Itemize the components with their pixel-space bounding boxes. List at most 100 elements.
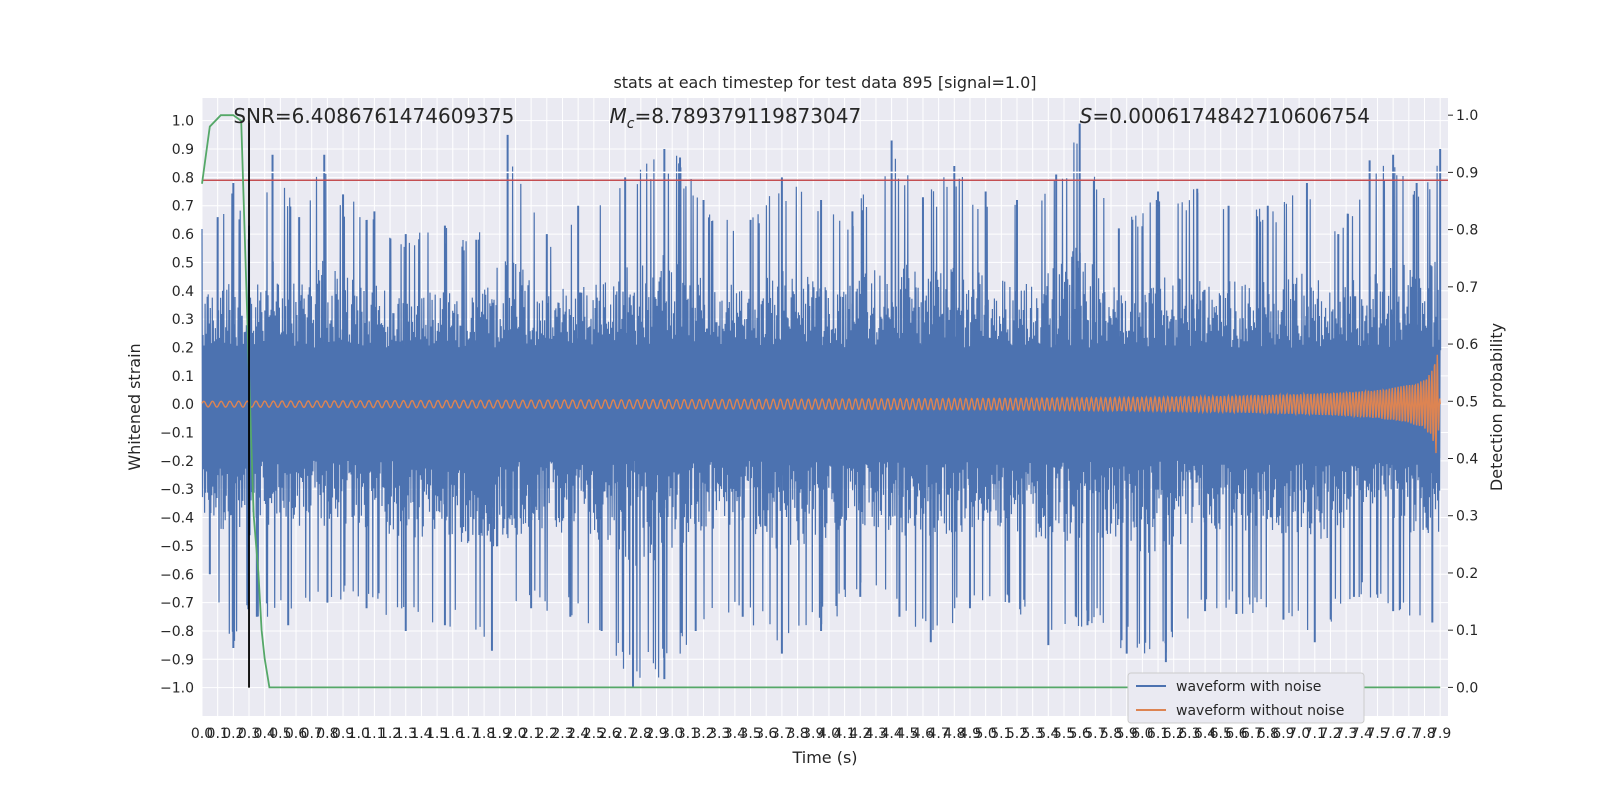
- x-tick-label: 2.8: [630, 726, 652, 742]
- y-tick-label-left: −0.2: [160, 454, 194, 470]
- x-tick-label: 5.2: [1006, 726, 1028, 742]
- y-tick-label-left: −0.3: [160, 482, 194, 498]
- x-tick-label: 0.6: [285, 726, 307, 742]
- x-tick-label: 4.9: [959, 726, 981, 742]
- x-tick-label: 3.3: [708, 726, 730, 742]
- x-tick-label: 5.6: [1069, 726, 1091, 742]
- y-tick-label-right: 0.7: [1456, 280, 1478, 296]
- x-tick-label: 6.5: [1210, 726, 1232, 742]
- y-tick-label-right: 0.9: [1456, 165, 1478, 181]
- clean-trace: [201, 354, 1441, 454]
- y-tick-label-left: 0.4: [172, 284, 194, 300]
- annotation-text: Mc=8.789379119873047: [609, 104, 861, 132]
- x-tick-label: 2.3: [551, 726, 573, 742]
- x-tick-label: 7.2: [1319, 726, 1341, 742]
- y-tick-label-left: 0.8: [172, 170, 194, 186]
- y-tick-label-left: 0.0: [172, 397, 194, 413]
- x-tick-labels: 0.00.10.20.30.40.50.60.70.80.91.01.11.21…: [191, 726, 1451, 742]
- x-tick-label: 1.7: [457, 726, 479, 742]
- x-tick-label: 2.6: [598, 726, 620, 742]
- y-tick-label-right: 0.6: [1456, 337, 1478, 353]
- y-tick-label-right: 0.2: [1456, 566, 1478, 582]
- x-tick-label: 1.2: [379, 726, 401, 742]
- x-tick-label: 3.1: [677, 726, 699, 742]
- legend-label-noise: waveform with noise: [1176, 679, 1321, 695]
- probability-line: [201, 114, 1441, 689]
- x-tick-label: 1.9: [489, 726, 511, 742]
- annotation-text: S=0.0006174842710606754: [1080, 104, 1370, 128]
- x-tick-label: 5.5: [1053, 726, 1075, 742]
- x-tick-label: 7.7: [1398, 726, 1420, 742]
- x-tick-label: 5.0: [975, 726, 997, 742]
- x-tick-label: 6.3: [1178, 726, 1200, 742]
- x-tick-label: 6.7: [1241, 726, 1263, 742]
- x-tick-label: 0.7: [301, 726, 323, 742]
- x-tick-label: 5.4: [1037, 726, 1059, 742]
- x-tick-label: 4.0: [818, 726, 840, 742]
- x-tick-label: 2.7: [614, 726, 636, 742]
- x-tick-label: 7.9: [1429, 726, 1451, 742]
- x-axis-label: Time (s): [791, 748, 857, 767]
- x-tick-label: 0.2: [222, 726, 244, 742]
- x-tick-label: 0.1: [207, 726, 229, 742]
- x-tick-label: 4.8: [943, 726, 965, 742]
- x-tick-label: 5.9: [1116, 726, 1138, 742]
- x-tick-label: 7.5: [1366, 726, 1388, 742]
- x-tick-label: 4.1: [833, 726, 855, 742]
- x-tick-label: 3.9: [802, 726, 824, 742]
- x-tick-label: 7.3: [1335, 726, 1357, 742]
- x-tick-label: 7.6: [1382, 726, 1404, 742]
- y-tick-label-left: 1.0: [172, 114, 194, 130]
- x-tick-label: 7.1: [1304, 726, 1326, 742]
- y-tick-label-right: 1.0: [1456, 108, 1478, 124]
- x-tick-label: 6.0: [1131, 726, 1153, 742]
- x-tick-label: 6.2: [1163, 726, 1185, 742]
- x-tick-label: 2.4: [567, 726, 589, 742]
- y-tick-label-left: −0.6: [160, 567, 194, 583]
- y-tick-label-right: 0.0: [1456, 680, 1478, 696]
- y-tick-label-left: 0.3: [172, 312, 194, 328]
- y-axis-label-right: Detection probability: [1487, 323, 1506, 491]
- reference-lines: [202, 171, 1448, 181]
- x-tick-label: 4.6: [912, 726, 934, 742]
- chart-title: stats at each timestep for test data 895…: [613, 73, 1036, 92]
- x-tick-label: 2.0: [504, 726, 526, 742]
- y-tick-label-left: 0.1: [172, 369, 194, 385]
- x-tick-label: 0.4: [254, 726, 276, 742]
- x-tick-label: 2.1: [520, 726, 542, 742]
- x-tick-label: 2.2: [536, 726, 558, 742]
- x-tick-label: 7.4: [1351, 726, 1373, 742]
- x-tick-label: 6.8: [1257, 726, 1279, 742]
- x-tick-label: 0.5: [269, 726, 291, 742]
- x-tick-label: 3.8: [786, 726, 808, 742]
- y-tick-label-left: 0.5: [172, 255, 194, 271]
- y-tick-label-right: 0.1: [1456, 623, 1478, 639]
- y-tick-label-left: 0.9: [172, 142, 194, 158]
- x-tick-label: 0.9: [332, 726, 354, 742]
- x-tick-label: 3.2: [692, 726, 714, 742]
- x-tick-label: 5.7: [1084, 726, 1106, 742]
- x-tick-label: 3.0: [661, 726, 683, 742]
- x-tick-label: 4.7: [927, 726, 949, 742]
- x-tick-label: 0.3: [238, 726, 260, 742]
- x-tick-label: 6.6: [1225, 726, 1247, 742]
- x-tick-label: 6.1: [1147, 726, 1169, 742]
- x-tick-label: 6.4: [1194, 726, 1216, 742]
- x-tick-label: 1.0: [348, 726, 370, 742]
- x-tick-label: 1.3: [395, 726, 417, 742]
- y-tick-label-right: 0.8: [1456, 223, 1478, 239]
- x-tick-label: 7.8: [1413, 726, 1435, 742]
- x-tick-label: 3.4: [724, 726, 746, 742]
- y-tick-label-left: −0.5: [160, 539, 194, 555]
- x-tick-label: 3.7: [771, 726, 793, 742]
- x-tick-label: 4.4: [880, 726, 902, 742]
- y-tick-label-right: 0.4: [1456, 452, 1478, 468]
- x-tick-label: 2.9: [645, 726, 667, 742]
- x-tick-label: 1.1: [363, 726, 385, 742]
- y-tick-label-right: 0.5: [1456, 394, 1478, 410]
- y-tick-label-left: −0.1: [160, 426, 194, 442]
- series-detection-probability: [201, 114, 1441, 689]
- y-tick-labels-right: 1.0 0.9 0.8 0.7 0.6 0.5 0.4 0.3 0.2 0.1 0.0: [1448, 108, 1478, 696]
